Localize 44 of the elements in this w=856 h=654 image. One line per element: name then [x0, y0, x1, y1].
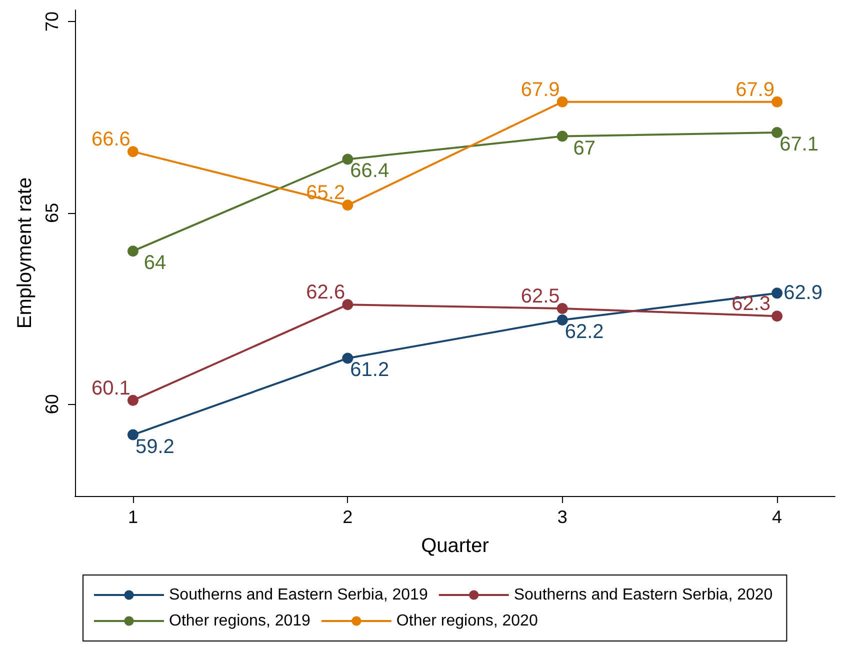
data-label: 62.6 — [306, 282, 346, 304]
x-tick-label: 1 — [128, 507, 138, 527]
data-label: 66.6 — [91, 128, 130, 151]
data-label: 62.5 — [520, 285, 560, 308]
point — [772, 126, 783, 138]
point — [556, 302, 568, 314]
data-label: 62.2 — [564, 320, 604, 343]
legend-label: Southerns and Eastern Serbia, 2020 — [514, 586, 773, 604]
point — [556, 130, 568, 142]
data-label: 67.9 — [520, 78, 560, 101]
point — [772, 96, 783, 108]
data-label: 64 — [144, 252, 166, 274]
y-tick-label: 60 — [42, 394, 62, 414]
point — [342, 352, 354, 364]
data-label: 66.4 — [350, 160, 390, 182]
y-axis-title: Employment rate — [14, 177, 36, 329]
data-label: 59.2 — [135, 436, 174, 458]
point — [127, 146, 138, 158]
data-label: 67 — [573, 137, 596, 160]
point — [556, 96, 568, 108]
x-tick-label: 4 — [772, 507, 782, 527]
y-tick-label: 65 — [42, 202, 62, 223]
point — [127, 429, 138, 440]
data-label: 61.2 — [350, 359, 390, 382]
legend-label: Southerns and Eastern Serbia, 2019 — [169, 586, 428, 604]
point — [127, 246, 138, 257]
data-label: 67.1 — [780, 133, 819, 156]
x-tick-label: 3 — [557, 507, 568, 527]
point — [342, 200, 354, 211]
point — [772, 310, 783, 322]
data-label: 60.1 — [91, 377, 130, 400]
y-tick-label: 70 — [42, 11, 62, 32]
x-tick-label: 2 — [342, 507, 353, 527]
point — [556, 314, 568, 326]
x-axis-title: Quarter — [421, 535, 490, 557]
data-label: 67.9 — [736, 78, 775, 101]
data-label: 62.3 — [732, 293, 771, 316]
legend-label: Other regions, 2019 — [169, 612, 311, 630]
point — [127, 394, 138, 406]
point — [342, 154, 354, 165]
data-label: 62.9 — [784, 282, 823, 304]
legend-label: Other regions, 2020 — [396, 612, 538, 630]
point — [772, 288, 783, 299]
point — [342, 299, 354, 310]
